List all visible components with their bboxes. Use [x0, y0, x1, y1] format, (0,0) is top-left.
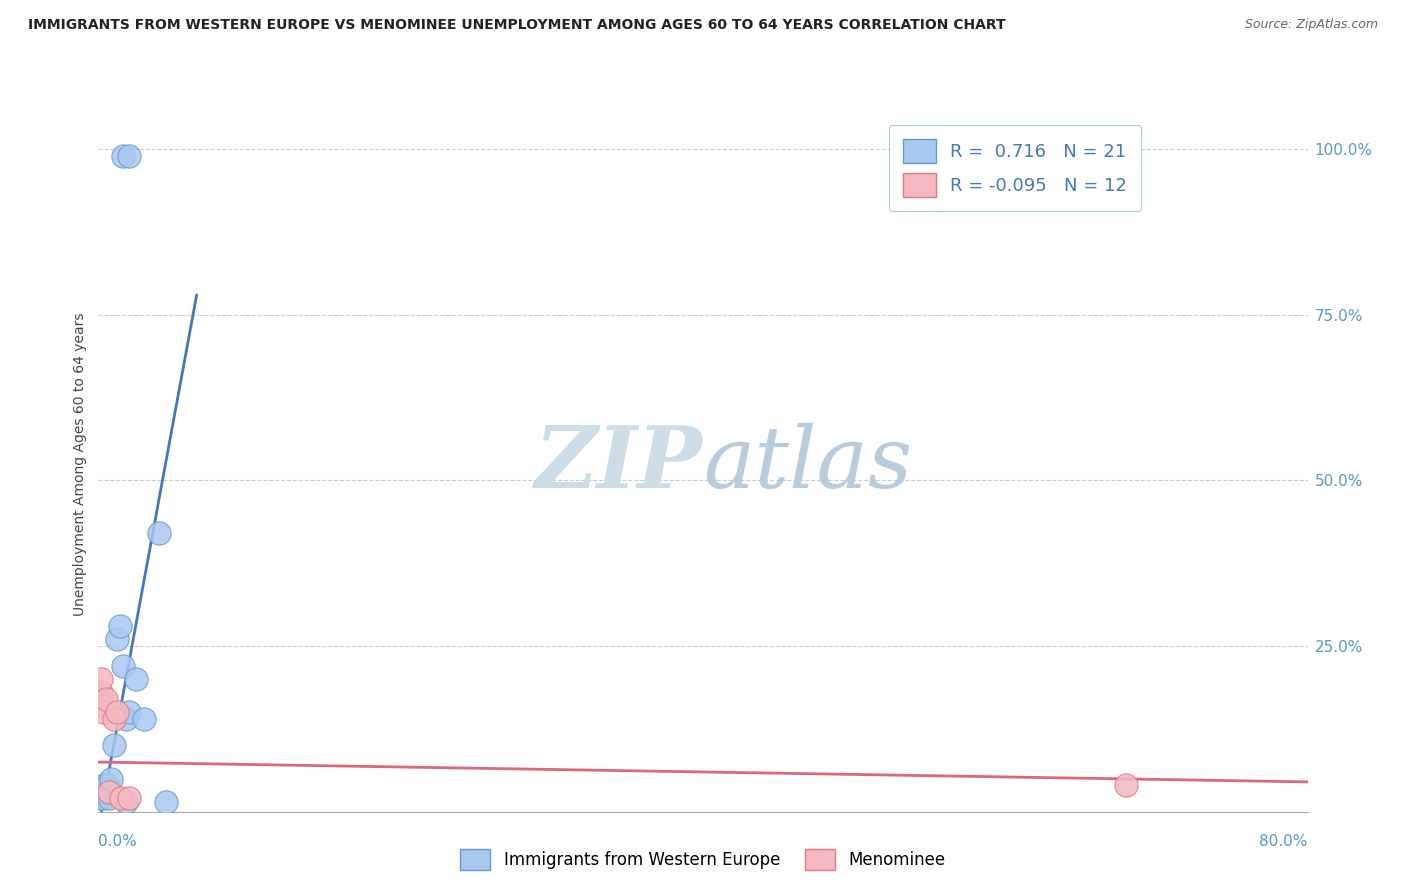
Point: [96, 778, 118, 792]
Point: [100, 772, 122, 786]
Point: [114, 712, 136, 726]
Point: [118, 791, 141, 805]
Point: [93, 706, 115, 720]
Point: [118, 706, 141, 720]
Point: [93, 778, 115, 792]
Point: [94, 692, 117, 706]
Point: [108, 619, 131, 633]
Point: [114, 795, 136, 809]
Point: [103, 712, 125, 726]
Point: [91, 698, 114, 713]
Point: [89, 791, 111, 805]
Text: ZIP: ZIP: [536, 422, 703, 506]
Point: [98, 785, 121, 799]
Point: [132, 712, 155, 726]
Text: 80.0%: 80.0%: [1260, 834, 1308, 849]
Point: [111, 659, 134, 673]
Y-axis label: Unemployment Among Ages 60 to 64 years: Unemployment Among Ages 60 to 64 years: [73, 312, 87, 615]
Point: [110, 791, 132, 805]
Text: atlas: atlas: [703, 423, 912, 505]
Point: [90, 685, 112, 699]
Point: [155, 795, 177, 809]
Point: [118, 149, 141, 163]
Legend: Immigrants from Western Europe, Menominee: Immigrants from Western Europe, Menomine…: [447, 835, 959, 883]
Point: [90, 672, 112, 686]
Point: [1115, 778, 1137, 792]
Point: [91, 791, 114, 805]
Point: [98, 791, 121, 805]
Text: IMMIGRANTS FROM WESTERN EUROPE VS MENOMINEE UNEMPLOYMENT AMONG AGES 60 TO 64 YEA: IMMIGRANTS FROM WESTERN EUROPE VS MENOMI…: [28, 18, 1005, 32]
Point: [111, 149, 134, 163]
Point: [105, 632, 128, 647]
Point: [148, 526, 170, 541]
Point: [103, 739, 125, 753]
Point: [105, 706, 128, 720]
Text: Source: ZipAtlas.com: Source: ZipAtlas.com: [1244, 18, 1378, 31]
Text: 0.0%: 0.0%: [98, 834, 138, 849]
Point: [94, 785, 117, 799]
Point: [125, 672, 148, 686]
Point: [89, 692, 111, 706]
Point: [90, 785, 112, 799]
